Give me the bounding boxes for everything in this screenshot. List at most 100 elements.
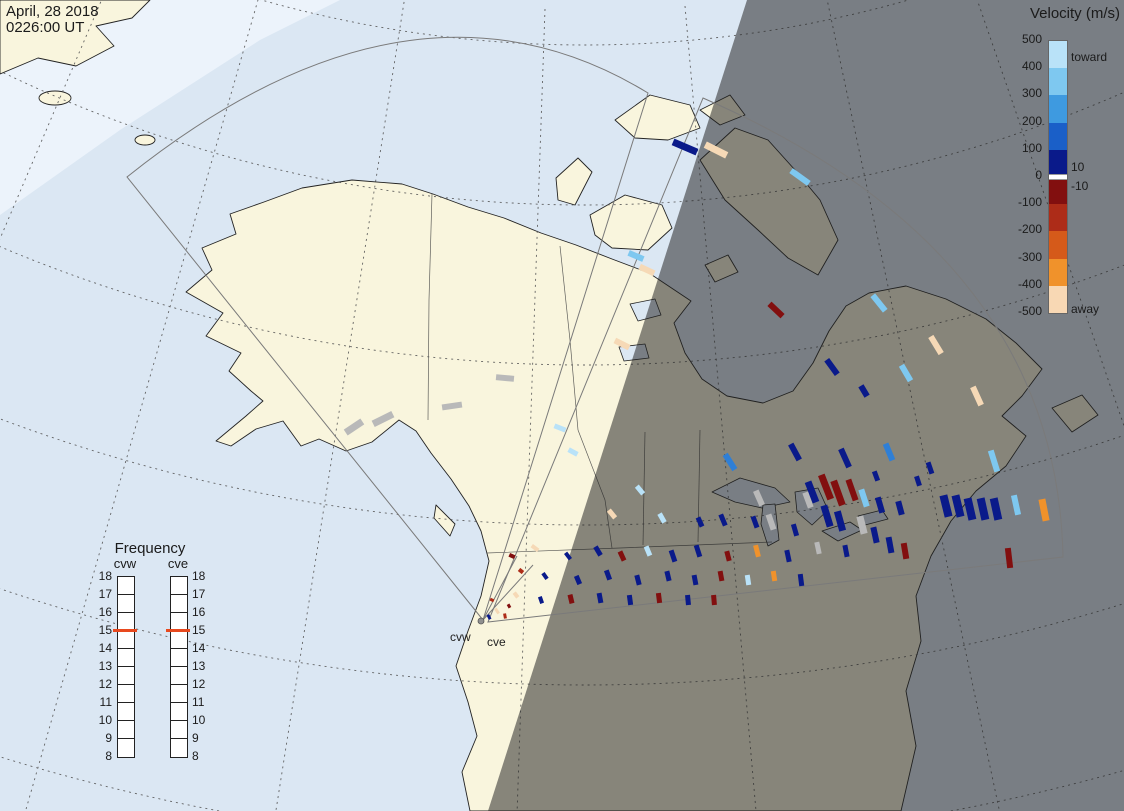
- velocity-vector-cell: [925, 461, 935, 475]
- frequency-bar-name-cve: cve: [167, 556, 189, 571]
- velocity-colorbar-segment: [1049, 204, 1067, 232]
- frequency-marker-cvw: [113, 629, 137, 632]
- velocity-vector-cell: [871, 470, 881, 482]
- frequency-cell: [171, 703, 187, 721]
- velocity-vector-cell: [833, 510, 847, 532]
- velocity-vector-cell: [765, 513, 777, 531]
- velocity-vector-cell: [567, 447, 579, 457]
- velocity-vector-cell: [784, 549, 792, 563]
- frequency-tick-label: 14: [192, 641, 206, 655]
- velocity-vector-cell: [900, 542, 910, 560]
- velocity-vector-cell: [693, 544, 703, 558]
- velocity-tick-label: 300: [1021, 86, 1042, 101]
- velocity-vector-cell: [842, 544, 850, 558]
- velocity-colorbar: [1048, 40, 1068, 314]
- velocity-vector-cell: [655, 592, 663, 604]
- velocity-vector-cell: [596, 592, 604, 604]
- frequency-cell: [171, 631, 187, 649]
- latitude-circle: [260, 0, 910, 46]
- border-yukon-nwt: [559, 245, 579, 431]
- frequency-cell: [171, 577, 187, 595]
- frequency-tick-label: 16: [192, 605, 206, 619]
- velocity-colorbar-segment: [1049, 41, 1067, 69]
- velocity-special-tick-label: -10: [1071, 179, 1089, 193]
- velocity-tick-label: -200: [1017, 222, 1042, 237]
- frequency-tick-label: 12: [192, 677, 206, 691]
- velocity-vector-cell: [537, 596, 545, 604]
- velocity-tick-label: 400: [1021, 59, 1042, 74]
- frequency-tick-label: 17: [98, 587, 112, 601]
- velocity-vector-cell: [820, 504, 834, 528]
- velocity-colorbar-segment: [1049, 231, 1067, 259]
- velocity-vector-cell: [489, 597, 495, 603]
- velocity-colorbar-segment: [1049, 258, 1067, 286]
- frequency-cell: [118, 631, 134, 649]
- velocity-vector-cell: [668, 549, 678, 563]
- velocity-vector-cell: [657, 512, 667, 524]
- velocity-vector-cell: [882, 442, 896, 462]
- velocity-vector-cell: [1038, 498, 1050, 522]
- velocity-vector-cell: [976, 497, 990, 521]
- toward-label: toward: [1071, 50, 1108, 64]
- banks-island: [555, 157, 593, 206]
- frequency-tick-label: 15: [192, 623, 206, 637]
- velocity-vector-cell: [643, 545, 653, 557]
- velocity-colorbar-segment: [1049, 285, 1067, 313]
- frequency-tick-label: 13: [98, 659, 112, 673]
- radar-site-label-cvw: cvw: [450, 630, 471, 644]
- velocity-vector-cell: [508, 552, 516, 560]
- frequency-cell: [118, 703, 134, 721]
- velocity-vector-cell: [898, 363, 914, 383]
- velocity-vector-cell: [1010, 494, 1022, 516]
- velocity-vectors-layer: [343, 138, 1050, 620]
- velocity-colorbar-segment: [1049, 174, 1067, 180]
- velocity-vector-cell: [951, 494, 965, 518]
- velocity-vector-cell: [989, 497, 1003, 521]
- velocity-vector-cell: [664, 570, 672, 582]
- velocity-vector-cell: [634, 574, 642, 586]
- velocity-vector-cell: [858, 488, 870, 508]
- fov-outline-cve: [487, 97, 1064, 623]
- velocity-vector-cell: [541, 571, 549, 581]
- frequency-tick-label: 9: [105, 731, 112, 745]
- frequency-tick-label: 17: [192, 587, 206, 601]
- frequency-cell: [171, 739, 187, 757]
- velocity-vector-cell: [711, 594, 717, 606]
- velocity-vector-cell: [671, 138, 699, 156]
- velocity-vector-cell: [722, 452, 738, 472]
- velocity-special-tick-label: 10: [1071, 160, 1085, 174]
- velocity-vector-cell: [928, 334, 944, 356]
- frequency-bar-name-cvw: cvw: [113, 556, 137, 571]
- fov-outline-cvw: [126, 36, 649, 622]
- frequency-cell: [171, 685, 187, 703]
- velocity-vector-cell: [627, 250, 645, 262]
- velocity-vector-cell: [845, 478, 859, 502]
- frequency-tick-label: 18: [98, 569, 112, 583]
- velocity-vector-cell: [885, 536, 895, 554]
- velocity-colorbar-segment: [1049, 122, 1067, 150]
- velocity-vector-cell: [963, 497, 977, 521]
- velocity-vector-cell: [753, 544, 761, 558]
- velocity-vector-cell: [494, 607, 500, 615]
- ellesmere-island: [614, 94, 701, 141]
- frequency-cell: [171, 649, 187, 667]
- velocity-tick-label: 100: [1021, 140, 1042, 155]
- velocity-colorbar-segment: [1049, 68, 1067, 96]
- chukotka: [0, 0, 151, 75]
- velocity-vector-cell: [802, 491, 814, 509]
- velocity-vector-cell: [486, 614, 492, 620]
- frequency-cell: [118, 595, 134, 613]
- velocity-vector-cell: [371, 410, 395, 428]
- velocity-vector-cell: [530, 544, 540, 552]
- velocity-vector-cell: [895, 500, 905, 516]
- frequency-tick-label: 13: [192, 659, 206, 673]
- velocity-vector-cell: [753, 489, 765, 507]
- velocity-tick-label: 500: [1021, 32, 1042, 46]
- frequency-cell: [118, 685, 134, 703]
- velocity-vector-cell: [788, 442, 802, 462]
- date-label: April, 28 2018: [6, 3, 99, 20]
- frequency-tick-label: 15: [98, 623, 112, 637]
- velocity-vector-cell: [824, 357, 840, 377]
